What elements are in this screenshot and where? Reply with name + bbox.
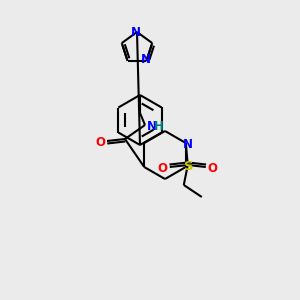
Text: N: N <box>147 119 157 133</box>
Text: N: N <box>140 53 150 66</box>
Text: N: N <box>131 26 141 40</box>
Text: O: O <box>95 136 105 148</box>
Text: S: S <box>184 160 194 172</box>
Text: O: O <box>158 161 168 175</box>
Text: N: N <box>183 139 193 152</box>
Text: H: H <box>154 119 164 133</box>
Text: O: O <box>208 161 218 175</box>
